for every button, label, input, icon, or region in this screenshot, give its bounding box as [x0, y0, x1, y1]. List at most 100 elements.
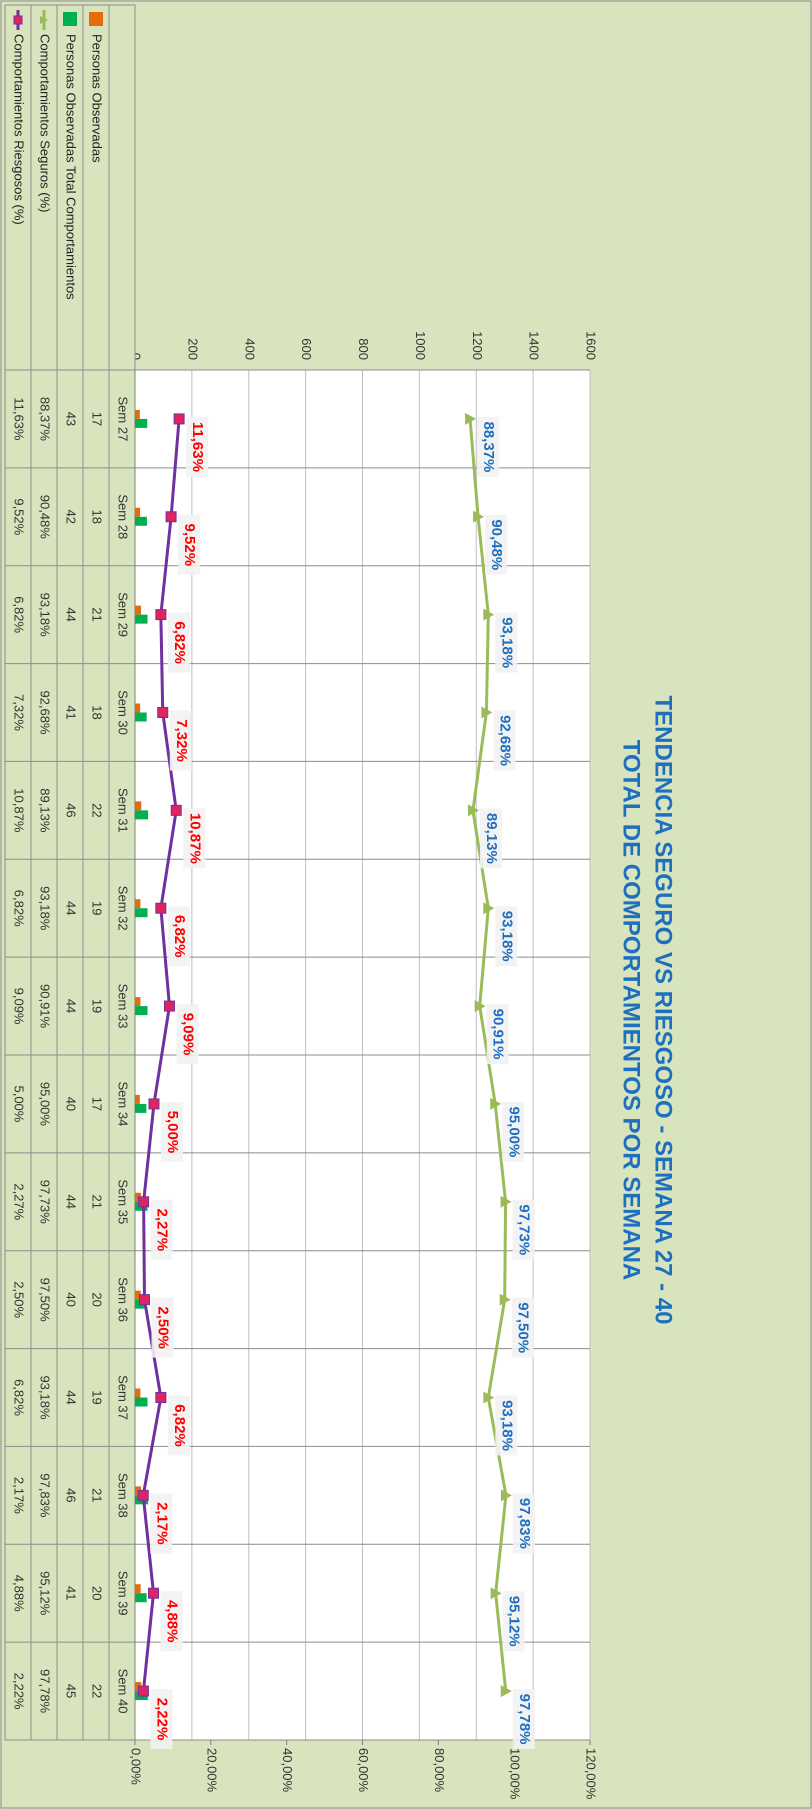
- marker: [500, 1489, 512, 1502]
- data-label-box: [495, 906, 518, 967]
- table-cell: 10,87%: [12, 788, 27, 833]
- bar: [134, 516, 147, 526]
- marker: [138, 1294, 150, 1306]
- data-label-box: [486, 1004, 509, 1065]
- table-cell: 11,63%: [12, 397, 27, 441]
- table-cell: 41: [64, 1586, 79, 1600]
- marker: [483, 608, 495, 621]
- marker: [155, 1392, 167, 1403]
- legend-marker: [13, 15, 23, 25]
- table-cell: 44: [64, 901, 79, 915]
- data-label-box: [160, 1591, 183, 1652]
- x-tick-label: Sem 37: [116, 1375, 131, 1420]
- y2-tick-label: 40,00%: [280, 1748, 295, 1793]
- y-tick-label: 800: [356, 338, 371, 360]
- data-label-box: [150, 1689, 173, 1750]
- data-label: 2,27%: [154, 1209, 171, 1252]
- data-label: 95,00%: [505, 1106, 522, 1157]
- legend-label: Comportamientos Riesgosos (%): [12, 34, 27, 225]
- y2-tick-label: 60,00%: [356, 1748, 371, 1793]
- data-label: 2,17%: [153, 1502, 170, 1545]
- data-label-box: [167, 906, 190, 967]
- x-tick-label: Sem 33: [116, 984, 131, 1029]
- table-cell: 20: [90, 1586, 105, 1600]
- table-cell: 21: [90, 1195, 105, 1209]
- table-cell: 44: [64, 1390, 79, 1404]
- data-label-box: [502, 1591, 525, 1652]
- table-cell: 4,88%: [12, 1575, 27, 1612]
- bar: [135, 614, 148, 624]
- y-tick-label: 1200: [470, 331, 485, 360]
- marker: [499, 1293, 511, 1306]
- table-cell: 19: [90, 901, 105, 915]
- data-label: 2,50%: [155, 1306, 172, 1349]
- table-cell: 44: [64, 999, 79, 1013]
- line: [141, 418, 181, 1692]
- data-label: 10,87%: [186, 813, 203, 864]
- bar: [135, 899, 141, 909]
- table-cell: 22: [90, 803, 105, 817]
- data-label-box: [511, 1297, 534, 1358]
- data-label-box: [183, 808, 206, 869]
- marker: [137, 1489, 149, 1501]
- data-label-box: [512, 1199, 535, 1260]
- data-label: 6,82%: [171, 1404, 188, 1447]
- y-tick-label: 1000: [413, 331, 428, 360]
- bar: [135, 703, 141, 713]
- x-tick-label: Sem 40: [116, 1669, 131, 1714]
- table-cell: 40: [64, 1097, 79, 1111]
- x-tick-label: Sem 35: [116, 1179, 131, 1224]
- marker: [163, 1000, 175, 1012]
- legend-label: Personas Observadas Total Comportamiento…: [64, 34, 79, 300]
- bar: [135, 1388, 141, 1398]
- bar: [134, 712, 147, 722]
- data-label: 11,63%: [189, 422, 206, 472]
- marker: [481, 706, 493, 719]
- marker: [500, 1195, 512, 1208]
- table-cell: 42: [64, 510, 79, 524]
- y2-tick-label: 80,00%: [432, 1748, 447, 1793]
- data-label-box: [512, 1689, 535, 1750]
- table-cell: 9,09%: [12, 988, 27, 1025]
- table-cell: 90,48%: [38, 495, 53, 540]
- table-cell: 40: [64, 1292, 79, 1306]
- marker: [173, 413, 185, 425]
- bar: [134, 1593, 147, 1603]
- marker: [165, 511, 177, 523]
- data-label: 97,73%: [516, 1204, 533, 1255]
- data-label: 7,32%: [173, 719, 190, 762]
- data-label-box: [167, 1395, 190, 1456]
- table-cell: 2,17%: [12, 1477, 27, 1514]
- table-cell: 43: [64, 412, 79, 426]
- bar: [135, 1584, 141, 1594]
- table-cell: 18: [90, 705, 105, 719]
- table-cell: 2,50%: [12, 1281, 27, 1318]
- bar: [134, 605, 141, 615]
- marker: [148, 1587, 160, 1599]
- table-cell: 92,68%: [38, 690, 53, 735]
- table-cell: 20: [90, 1292, 105, 1306]
- table-cell: 6,82%: [12, 1379, 27, 1416]
- legend-label: Comportamientos Seguros (%): [38, 34, 53, 212]
- chart-subtitle: TOTAL DE COMPORTAMIENTOS POR SEMANA: [618, 740, 645, 1280]
- data-label-box: [512, 1493, 535, 1554]
- table-cell: 22: [90, 1684, 105, 1698]
- data-label: 97,78%: [516, 1694, 533, 1745]
- data-label-box: [178, 514, 201, 575]
- table-cell: 17: [90, 412, 105, 426]
- data-label-box: [169, 710, 192, 771]
- legend-swatch: [89, 12, 103, 26]
- data-label-box: [150, 1199, 173, 1260]
- marker: [483, 902, 495, 915]
- marker: [500, 1685, 512, 1698]
- bar: [135, 1103, 147, 1113]
- data-label-box: [477, 416, 500, 477]
- y-tick-label: 1600: [584, 331, 599, 360]
- table-cell: 2,22%: [12, 1673, 27, 1710]
- table-cell: 93,18%: [38, 886, 53, 931]
- table-cell: 44: [64, 1195, 79, 1209]
- data-label: 93,18%: [498, 1400, 515, 1451]
- table-cell: 95,12%: [38, 1571, 53, 1616]
